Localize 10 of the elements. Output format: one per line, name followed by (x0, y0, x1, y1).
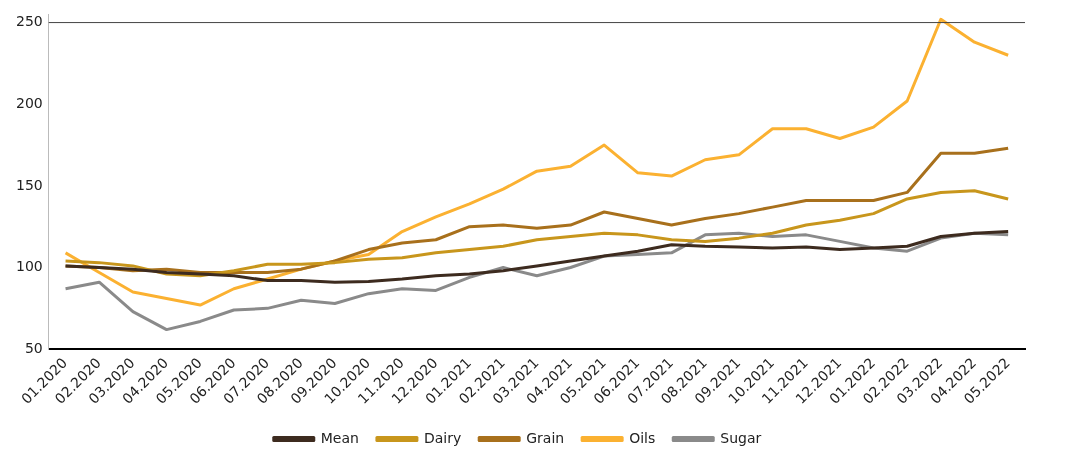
legend-label: Dairy (423, 429, 462, 446)
legend-label: Oils (629, 429, 656, 446)
legend-label: Grain (526, 429, 565, 446)
y-tick-label: 200 (15, 94, 43, 111)
y-tick-label: 250 (15, 13, 43, 30)
y-tick-label: 50 (24, 339, 43, 356)
legend-label: Sugar (720, 429, 762, 446)
legend-label: Mean (320, 429, 359, 446)
y-tick-label: 150 (15, 176, 43, 193)
y-tick-label: 100 (15, 258, 43, 275)
